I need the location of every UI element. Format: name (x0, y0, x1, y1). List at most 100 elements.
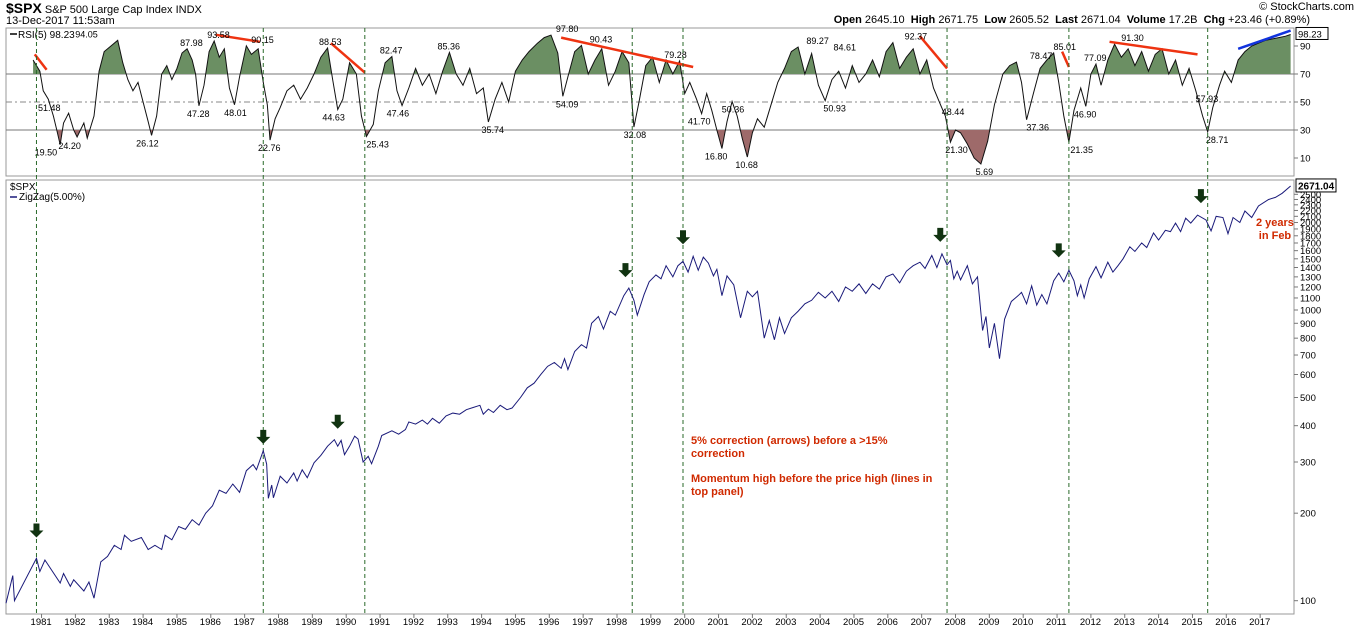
price-y-tick-label-1600: 1600 (1300, 246, 1321, 257)
price-y-tick-label-700: 700 (1300, 351, 1316, 362)
rsi-value-label: 46.90 (1074, 109, 1097, 119)
rsi-momentum-red-line (1109, 40, 1198, 56)
x-tick-label-2009: 2009 (978, 617, 999, 626)
rsi-value-label: 84.61 (833, 43, 856, 53)
price-y-tick-label-1400: 1400 (1300, 263, 1321, 274)
price-y-tick-label-1100: 1100 (1300, 293, 1320, 304)
x-tick-label-1990: 1990 (335, 617, 356, 626)
down-arrow-2 (330, 414, 345, 429)
chart-header: $SPX S&P 500 Large Cap Index INDX (6, 0, 202, 16)
ohlc-readout: Open 2645.10 High 2671.75 Low 2605.52 La… (834, 14, 1310, 26)
price-y-tick-label-500: 500 (1300, 393, 1316, 404)
price-y-tick-label-1300: 1300 (1300, 272, 1321, 283)
down-arrow-3 (618, 263, 633, 278)
low-label: Low (984, 14, 1007, 26)
x-tick-label-1988: 1988 (267, 617, 288, 626)
price-y-tick-label-2500: 2500 (1300, 190, 1321, 201)
rsi-value-label: 21.30 (945, 145, 968, 155)
high-label: High (910, 14, 936, 26)
rsi-value-label: 28.71 (1206, 135, 1229, 145)
rsi-value-label: 85.36 (437, 41, 460, 51)
volume-value: 17.2B (1168, 14, 1198, 26)
x-tick-label-1986: 1986 (200, 617, 221, 626)
x-tick-label-1998: 1998 (606, 617, 627, 626)
last-label: Last (1055, 14, 1078, 26)
price-y-tick-label-600: 600 (1300, 370, 1316, 381)
x-tick-label-1982: 1982 (64, 617, 85, 626)
x-tick-label-2002: 2002 (741, 617, 762, 626)
rsi-value-label: 85.01 (1054, 42, 1077, 52)
annotation-correction: 5% correction (arrows) before a >15% cor… (691, 435, 888, 461)
rsi-current-tag (1295, 26, 1329, 40)
rsi-value-label: 57.93 (1196, 94, 1219, 104)
x-tick-label-1993: 1993 (437, 617, 458, 626)
x-tick-label-2000: 2000 (674, 617, 695, 626)
down-arrow-7 (1193, 189, 1208, 204)
annotation-momentum-line2: top panel) (691, 486, 744, 498)
price-frame (5, 179, 1295, 615)
rsi-value-label: 77.09 (1084, 53, 1107, 63)
price-y-tick-label-1900: 1900 (1300, 224, 1321, 235)
x-tick-label-1984: 1984 (132, 617, 153, 626)
rsi-value-label: 51.48 (38, 103, 61, 113)
down-arrow-5 (933, 227, 948, 242)
rsi-y-tick-label-90: 90 (1300, 42, 1311, 53)
rsi-value-label: 92.37 (905, 32, 928, 42)
rsi-value-label: 26.12 (136, 138, 159, 148)
x-tick-label-1994: 1994 (471, 617, 492, 626)
price-legend-symbol: $SPX (10, 182, 36, 193)
chg-label: Chg (1203, 14, 1225, 26)
down-arrow-6 (1051, 243, 1066, 258)
x-tick-label-1996: 1996 (538, 617, 559, 626)
annotation-two-years-line2: in Feb (1258, 230, 1292, 242)
down-arrow-0 (29, 523, 44, 538)
volume-label: Volume (1126, 14, 1166, 26)
rsi-value-label: 47.28 (187, 109, 210, 119)
price-panel: 1002003004005006007008009001000110012001… (5, 28, 1337, 626)
rsi-value-label: 19.50 (35, 148, 58, 158)
rsi-y-tick-label-70: 70 (1300, 70, 1311, 81)
price-y-tick-label-2300: 2300 (1300, 200, 1321, 211)
rsi-value-label: 37.36 (1026, 123, 1049, 133)
price-y-tick-label-1200: 1200 (1300, 282, 1321, 293)
price-y-tick-label-2200: 2200 (1300, 206, 1321, 217)
rsi-value-label: 48.44 (942, 107, 965, 117)
datetime: 13-Dec-2017 11:53am (6, 15, 115, 27)
exchange: INDX (175, 4, 202, 16)
rsi-value-label: 50.36 (722, 104, 745, 114)
rsi-value-label: 48.01 (224, 108, 247, 118)
rsi-value-label: 5.69 (976, 167, 994, 177)
x-tick-label-1992: 1992 (403, 617, 424, 626)
rsi-momentum-red-line (918, 35, 948, 70)
x-tick-label-2010: 2010 (1012, 617, 1033, 626)
annotation-correction-line1: 5% correction (arrows) before a >15% (691, 435, 888, 447)
price-y-tick-label-800: 800 (1300, 334, 1316, 345)
rsi-value-label: 41.70 (688, 117, 711, 127)
rsi-value-label: 89.27 (806, 36, 829, 46)
price-y-tick-label-400: 400 (1300, 421, 1316, 432)
x-tick-label-2015: 2015 (1181, 617, 1202, 626)
low-value: 2605.52 (1009, 14, 1050, 26)
x-tick-label-1991: 1991 (369, 617, 390, 626)
x-tick-label-2006: 2006 (877, 617, 898, 626)
price-y-tick-label-2100: 2100 (1300, 212, 1321, 223)
rsi-value-label: 78.47 (1030, 51, 1053, 61)
price-y-tick-label-2000: 2000 (1300, 218, 1321, 229)
x-tick-label-2014: 2014 (1148, 617, 1169, 626)
rsi-value-label: 90.43 (590, 34, 613, 44)
rsi-overbought-fill (33, 34, 1291, 74)
x-tick-label-2017: 2017 (1249, 617, 1270, 626)
open-value: 2645.10 (864, 14, 905, 26)
price-y-tick-label-200: 200 (1300, 509, 1316, 520)
x-tick-label-2004: 2004 (809, 617, 830, 626)
rsi-value-label: 47.46 (387, 109, 410, 119)
rsi-legend: RSI(5) 98.23 (18, 30, 75, 41)
x-tick-label-2003: 2003 (775, 617, 796, 626)
x-tick-label-1995: 1995 (504, 617, 525, 626)
down-arrow-4 (676, 230, 691, 245)
x-tick-label-2016: 2016 (1215, 617, 1236, 626)
annotation-momentum-line1: Momentum high before the price high (lin… (691, 473, 933, 485)
rsi-oversold-fill (56, 130, 1209, 165)
